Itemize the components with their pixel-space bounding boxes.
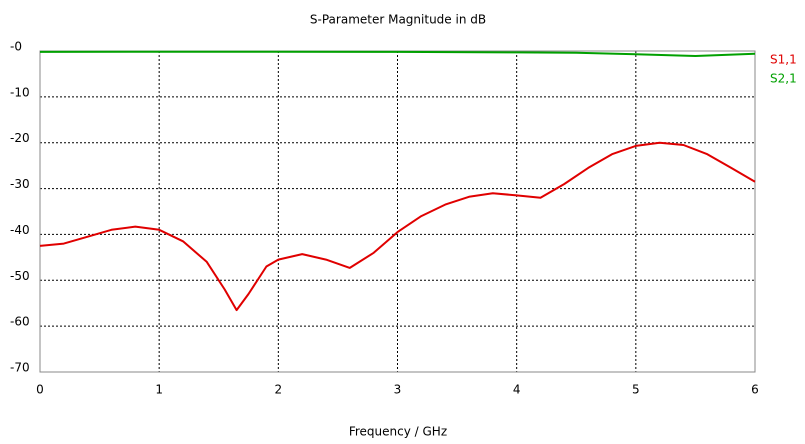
x-tick-label: 2: [275, 383, 283, 397]
chart-title: S-Parameter Magnitude in dB: [310, 13, 486, 27]
x-tick-label: 4: [513, 383, 521, 397]
y-tick-label: -50: [10, 269, 30, 283]
y-tick-label: -10: [10, 85, 30, 99]
y-tick-label: -30: [10, 177, 30, 191]
x-tick-label: 1: [155, 383, 163, 397]
series-line: [39, 141, 756, 312]
x-tick-label: 5: [632, 383, 640, 397]
y-tick-label: -40: [10, 223, 30, 237]
x-tick-label: 3: [394, 383, 402, 397]
y-tick-label: -20: [10, 131, 30, 145]
legend-label: S2,1: [770, 72, 797, 86]
y-tick-label: -60: [10, 315, 30, 329]
x-tick-label: 0: [36, 383, 44, 397]
y-tick-label: -70: [10, 361, 30, 375]
series-line: [39, 50, 756, 57]
x-tick-label: 6: [751, 383, 759, 397]
legend-label: S1,1: [770, 53, 797, 67]
x-axis-label: Frequency / GHz: [349, 425, 447, 439]
y-tick-label: -0: [10, 40, 22, 54]
